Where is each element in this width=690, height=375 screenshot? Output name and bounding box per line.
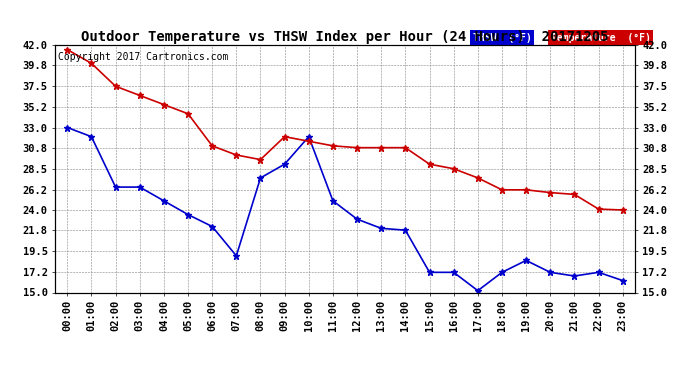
Text: Copyright 2017 Cartronics.com: Copyright 2017 Cartronics.com <box>58 53 228 62</box>
Text: THSW  (°F): THSW (°F) <box>473 33 531 42</box>
Title: Outdoor Temperature vs THSW Index per Hour (24 Hours)  20171205: Outdoor Temperature vs THSW Index per Ho… <box>81 30 609 44</box>
Text: Temperature  (°F): Temperature (°F) <box>551 33 651 42</box>
